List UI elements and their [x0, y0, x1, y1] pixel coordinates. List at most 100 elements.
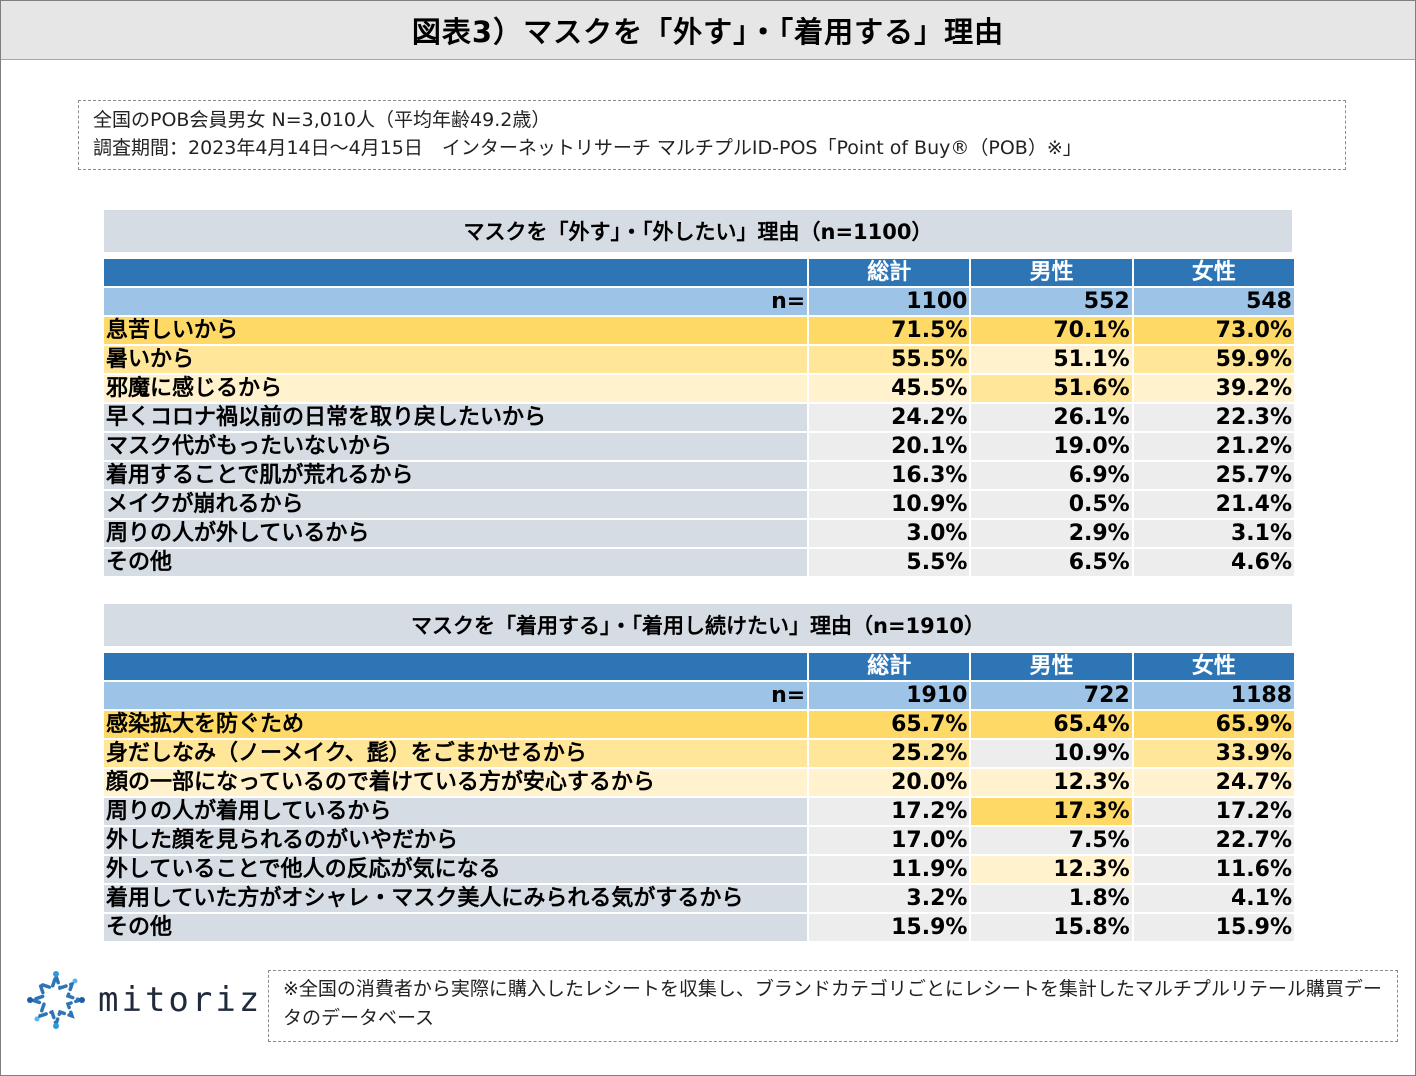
row-label: マスク代がもったいないから [104, 433, 808, 462]
row-value: 25.7% [1131, 462, 1294, 491]
column-header: 総計 [807, 653, 970, 682]
sample-size-label: n= [104, 682, 808, 711]
row-value: 65.7% [807, 711, 970, 740]
header-blank-cell [104, 259, 808, 288]
row-label: 着用していた方がオシャレ・マスク美人にみられる気がするから [104, 885, 808, 914]
row-value: 70.1% [969, 317, 1132, 346]
row-value: 7.5% [969, 827, 1132, 856]
figure-title-bar: 図表3）マスクを「外す」・「着用する」理由 [1, 1, 1415, 60]
row-value: 33.9% [1131, 740, 1294, 769]
row-value: 20.1% [807, 433, 970, 462]
table-row: メイクが崩れるから 10.9% 0.5% 21.4% [104, 491, 1294, 520]
sparkle-ring-icon [26, 970, 86, 1030]
figure-title: 図表3）マスクを「外す」・「着用する」理由 [411, 15, 1005, 49]
table-row: 息苦しいから 71.5% 70.1% 73.0% [104, 317, 1294, 346]
row-label: 早くコロナ禍以前の日常を取り戻したいから [104, 404, 808, 433]
table-row: 周りの人が着用しているから 17.2% 17.3% 17.2% [104, 798, 1294, 827]
table-row: 感染拡大を防ぐため 65.7% 65.4% 65.9% [104, 711, 1294, 740]
sample-size-row: n= 1100 552 548 [104, 288, 1294, 317]
table-row: 着用することで肌が荒れるから 16.3% 6.9% 25.7% [104, 462, 1294, 491]
header-blank-cell [104, 653, 808, 682]
row-value: 21.2% [1131, 433, 1294, 462]
row-value: 22.3% [1131, 404, 1294, 433]
row-value: 1.8% [969, 885, 1132, 914]
row-value: 73.0% [1131, 317, 1294, 346]
sample-size-value: 722 [969, 682, 1132, 711]
table2: 総計 男性 女性 n= 1910 722 1188 感染拡大を防ぐため 65.7% 65.4% 65… [104, 653, 1294, 943]
row-value: 17.0% [807, 827, 970, 856]
row-value: 4.6% [1131, 549, 1294, 578]
row-value: 4.1% [1131, 885, 1294, 914]
table-row: 外していることで他人の反応が気になる 11.9% 12.3% 11.6% [104, 856, 1294, 885]
row-label: 外した顔を見られるのがいやだから [104, 827, 808, 856]
table-row: その他 15.9% 15.8% 15.9% [104, 914, 1294, 943]
row-value: 39.2% [1131, 375, 1294, 404]
sample-size-label: n= [104, 288, 808, 317]
survey-info-line2: 調査期間：2023年4月14日～4月15日 インターネットリサーチ マルチプルI… [93, 137, 1082, 159]
row-value: 3.0% [807, 520, 970, 549]
row-value: 11.6% [1131, 856, 1294, 885]
table-row: 顔の一部になっているので着けている方が安心するから 20.0% 12.3% 24.7% [104, 769, 1294, 798]
row-value: 45.5% [807, 375, 970, 404]
row-value: 3.1% [1131, 520, 1294, 549]
table-row: 外した顔を見られるのがいやだから 17.0% 7.5% 22.7% [104, 827, 1294, 856]
row-value: 6.9% [969, 462, 1132, 491]
column-header: 男性 [969, 259, 1132, 288]
row-label: 周りの人が外しているから [104, 520, 808, 549]
row-label: 外していることで他人の反応が気になる [104, 856, 808, 885]
row-value: 12.3% [969, 856, 1132, 885]
row-value: 19.0% [969, 433, 1132, 462]
row-label: 周りの人が着用しているから [104, 798, 808, 827]
table-row: マスク代がもったいないから 20.1% 19.0% 21.2% [104, 433, 1294, 462]
column-header: 男性 [969, 653, 1132, 682]
row-label: 身だしなみ（ノーメイク、髭）をごまかせるから [104, 740, 808, 769]
row-value: 65.9% [1131, 711, 1294, 740]
row-value: 15.9% [1131, 914, 1294, 943]
row-value: 11.9% [807, 856, 970, 885]
row-value: 71.5% [807, 317, 970, 346]
row-label: その他 [104, 549, 808, 578]
row-label: 着用することで肌が荒れるから [104, 462, 808, 491]
row-label: 息苦しいから [104, 317, 808, 346]
logo-wordmark: mitoriz [98, 980, 263, 1020]
row-value: 16.3% [807, 462, 970, 491]
row-value: 10.9% [969, 740, 1132, 769]
row-value: 17.2% [1131, 798, 1294, 827]
survey-info-line1: 全国のPOB会員男女 N=3,010人（平均年齢49.2歳） [93, 109, 551, 131]
row-value: 15.8% [969, 914, 1132, 943]
row-label: メイクが崩れるから [104, 491, 808, 520]
row-value: 59.9% [1131, 346, 1294, 375]
row-value: 10.9% [807, 491, 970, 520]
row-label: 感染拡大を防ぐため [104, 711, 808, 740]
row-value: 12.3% [969, 769, 1132, 798]
row-value: 55.5% [807, 346, 970, 375]
row-value: 65.4% [969, 711, 1132, 740]
row-value: 15.9% [807, 914, 970, 943]
row-value: 5.5% [807, 549, 970, 578]
footnote-box: ※全国の消費者から実際に購入したレシートを収集し、ブランドカテゴリごとにレシート… [268, 970, 1398, 1042]
sample-size-value: 552 [969, 288, 1132, 317]
row-value: 6.5% [969, 549, 1132, 578]
row-label: 暑いから [104, 346, 808, 375]
table1-title: マスクを「外す」・「外したい」理由（n=1100） [104, 210, 1292, 252]
row-value: 24.2% [807, 404, 970, 433]
sample-size-value: 548 [1131, 288, 1294, 317]
row-label: 顔の一部になっているので着けている方が安心するから [104, 769, 808, 798]
table-row: 暑いから 55.5% 51.1% 59.9% [104, 346, 1294, 375]
footnote-text: ※全国の消費者から実際に購入したレシートを収集し、ブランドカテゴリごとにレシート… [283, 978, 1382, 1029]
table-row: その他 5.5% 6.5% 4.6% [104, 549, 1294, 578]
table1: 総計 男性 女性 n= 1100 552 548 息苦しいから 71.5% 70.1% 73.0% 暑… [104, 259, 1294, 578]
row-value: 26.1% [969, 404, 1132, 433]
mitoriz-logo: mitoriz [24, 968, 262, 1032]
table2-title: マスクを「着用する」・「着用し続けたい」理由（n=1910） [104, 604, 1292, 646]
table-row: 邪魔に感じるから 45.5% 51.6% 39.2% [104, 375, 1294, 404]
table-header-row: 総計 男性 女性 [104, 259, 1294, 288]
row-value: 21.4% [1131, 491, 1294, 520]
column-header: 女性 [1131, 653, 1294, 682]
row-label: その他 [104, 914, 808, 943]
table-header-row: 総計 男性 女性 [104, 653, 1294, 682]
row-value: 24.7% [1131, 769, 1294, 798]
column-header: 総計 [807, 259, 970, 288]
row-value: 0.5% [969, 491, 1132, 520]
row-value: 17.2% [807, 798, 970, 827]
